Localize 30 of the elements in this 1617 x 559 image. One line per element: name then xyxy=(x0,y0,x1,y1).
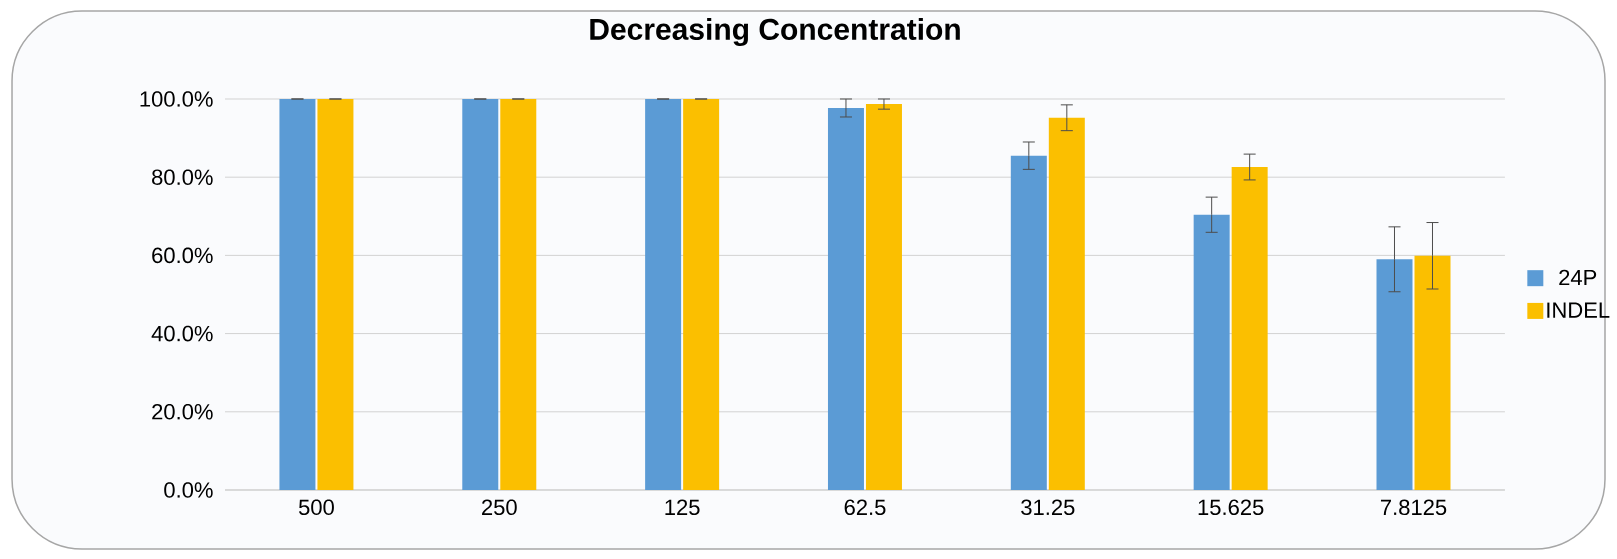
legend-label: 24P xyxy=(1559,269,1597,286)
x-tick-label: 62.5 xyxy=(844,499,886,516)
x-tick-label: 31.25 xyxy=(1021,499,1075,516)
bar xyxy=(1414,255,1451,490)
legend-label: INDEL xyxy=(1547,302,1610,318)
bar xyxy=(1193,214,1230,490)
bar xyxy=(317,98,354,490)
y-tick-label: 0.0% xyxy=(164,482,213,498)
x-tick-label: 125 xyxy=(665,499,700,516)
y-tick-label: 80.0% xyxy=(152,169,213,185)
x-tick-label: 500 xyxy=(298,499,334,516)
bar xyxy=(865,104,902,490)
bar xyxy=(1010,155,1047,490)
y-tick-label: 100.0% xyxy=(140,91,213,107)
x-tick-label: 7.8125 xyxy=(1380,499,1447,516)
bar xyxy=(1048,117,1085,490)
bar xyxy=(827,107,864,490)
bar xyxy=(645,98,682,490)
y-tick-label: 40.0% xyxy=(151,325,213,342)
bar xyxy=(683,98,720,490)
bar xyxy=(462,98,499,490)
chart-title: Decreasing Concentration xyxy=(590,17,960,47)
y-tick-label: 20.0% xyxy=(152,403,213,420)
x-tick-label: 250 xyxy=(482,499,517,516)
bar xyxy=(500,98,537,490)
bar xyxy=(279,98,316,490)
y-tick-label: 60.0% xyxy=(152,247,213,264)
x-tick-label: 15.625 xyxy=(1198,499,1264,516)
bar xyxy=(1231,167,1268,490)
bar xyxy=(1376,259,1413,490)
